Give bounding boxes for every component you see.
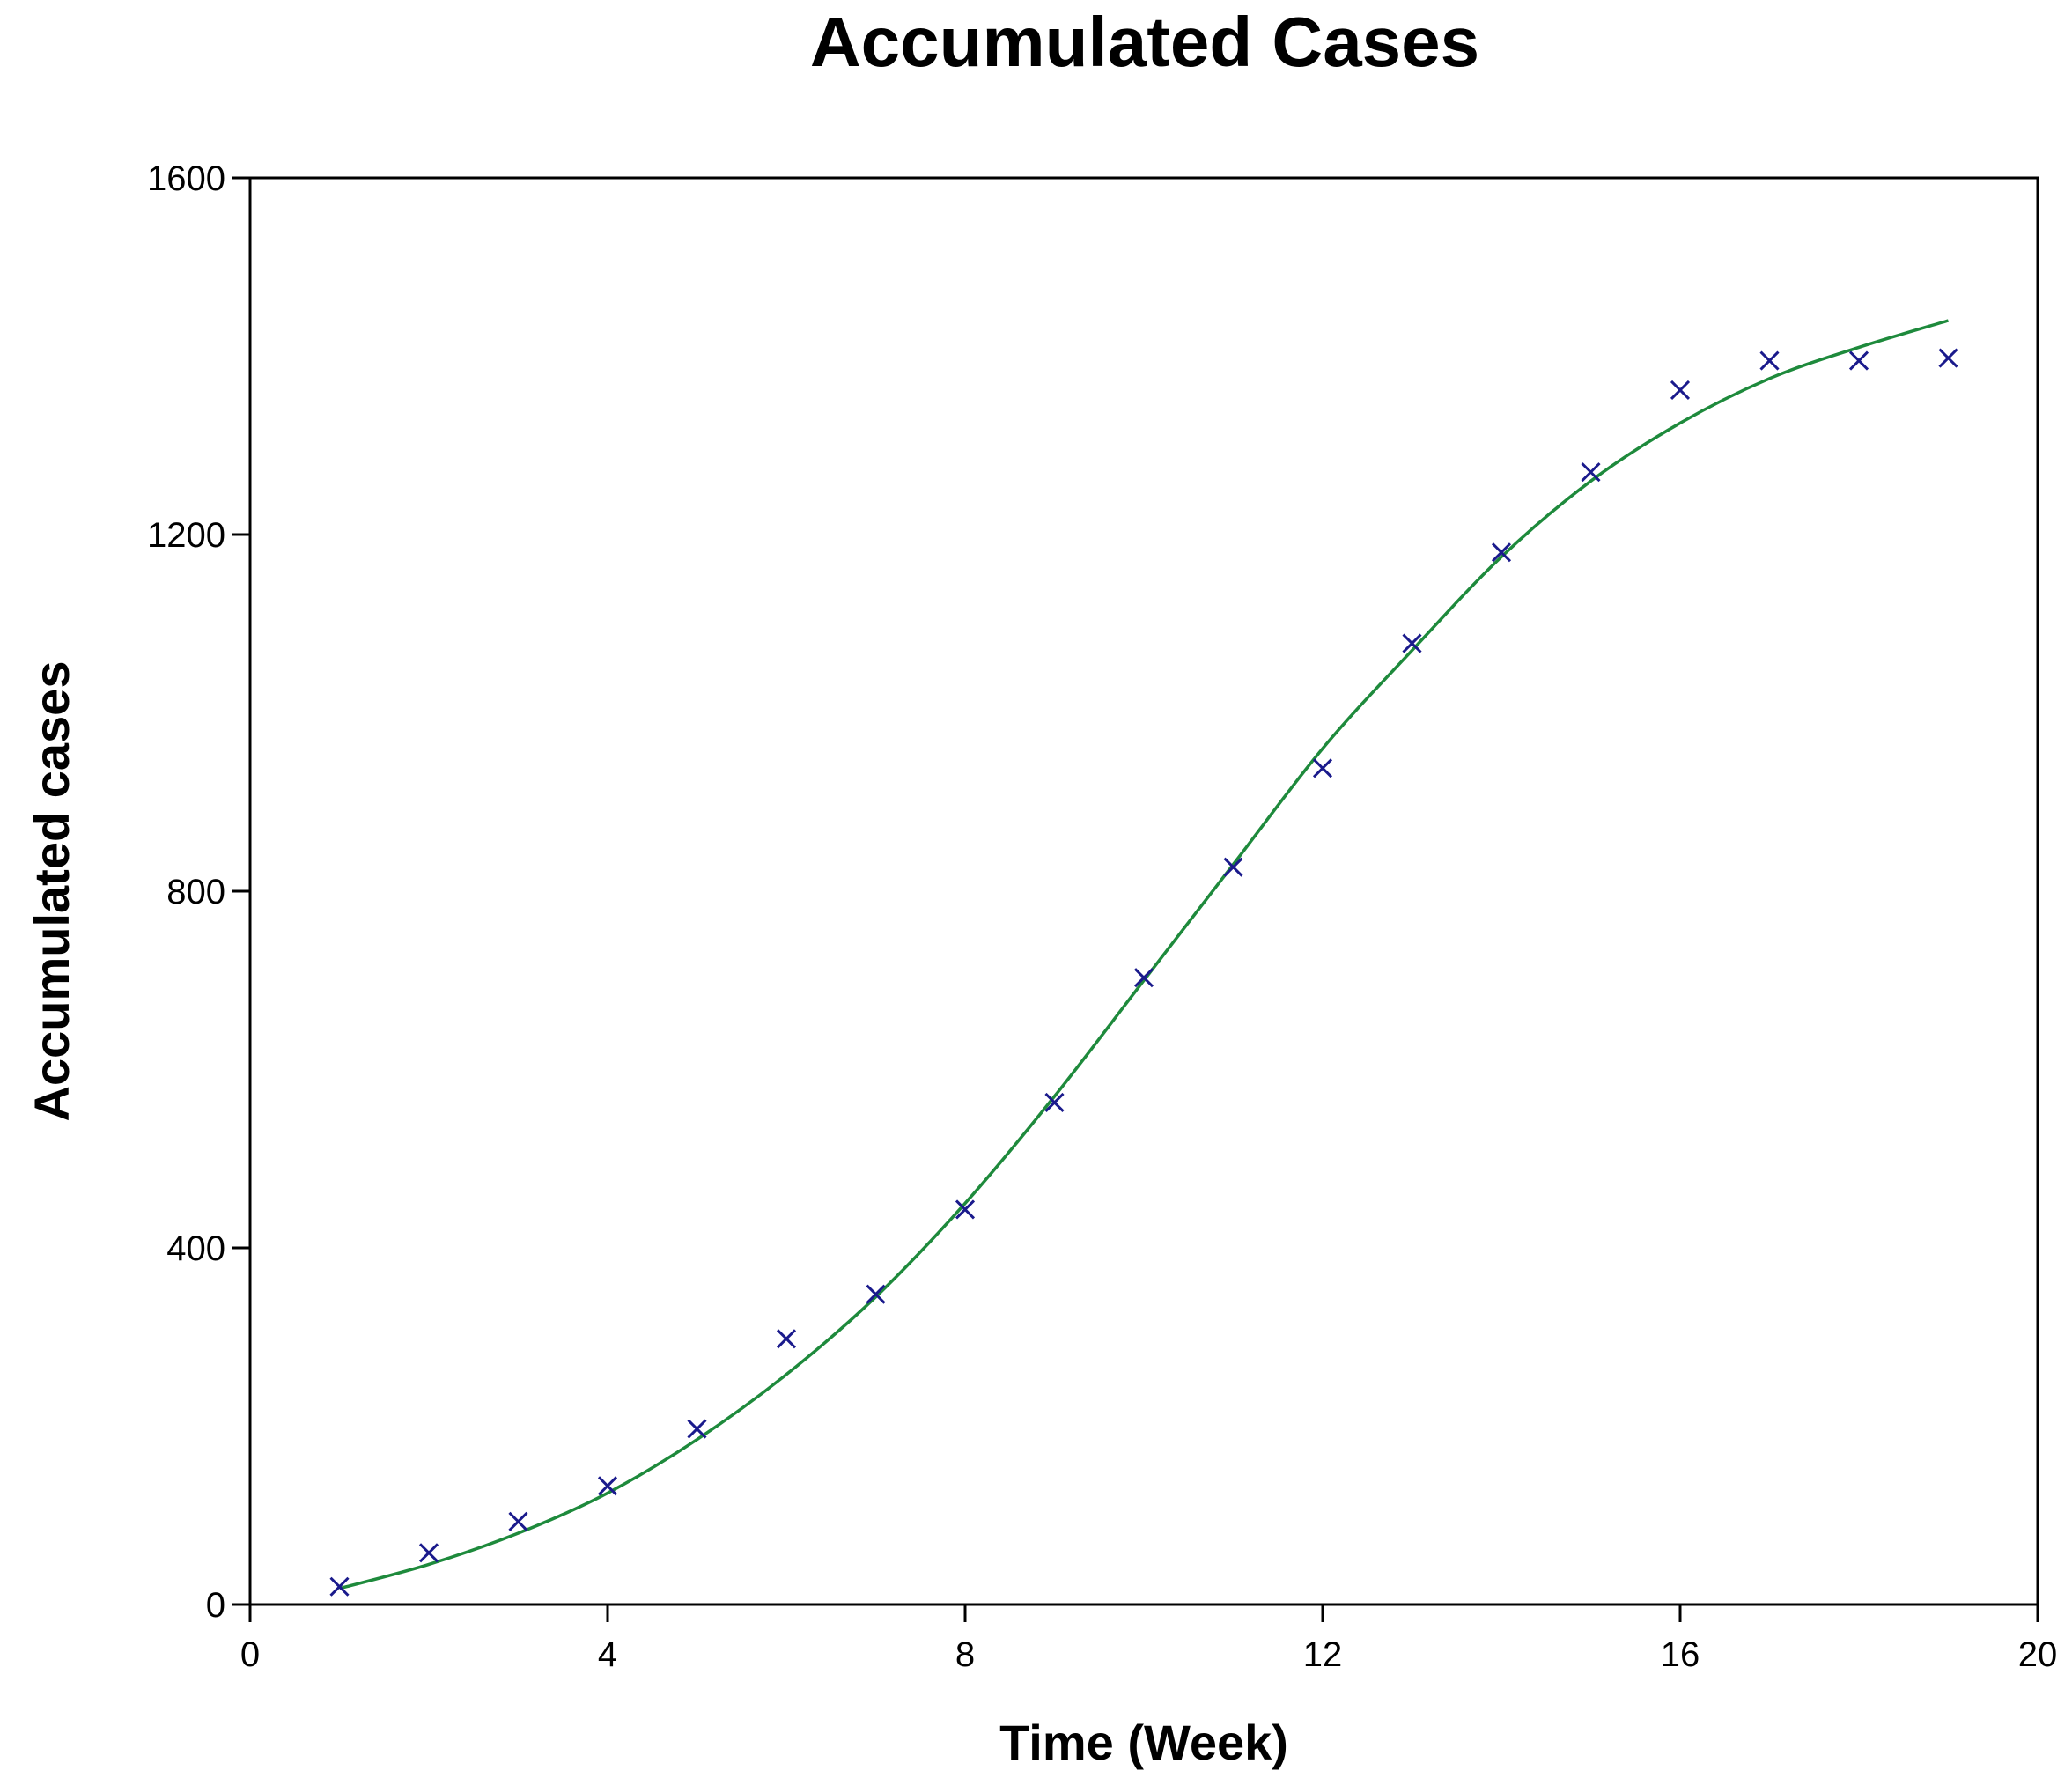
data-point-marker	[1581, 462, 1601, 483]
data-point-marker	[687, 1419, 707, 1439]
data-point-marker	[1044, 1092, 1065, 1113]
y-axis-ticks: 0 400 800 1200 1600	[147, 159, 250, 1625]
data-point-marker	[508, 1511, 528, 1531]
x-tick-label: 0	[240, 1635, 260, 1674]
fitted-curve	[339, 319, 1950, 1590]
data-point-marker	[955, 1199, 976, 1220]
x-tick-label: 4	[598, 1635, 617, 1674]
data-point-marker	[1402, 633, 1422, 653]
y-tick-label: 800	[166, 873, 225, 911]
data-point-marker	[418, 1543, 439, 1563]
data-point-marker	[329, 1576, 350, 1597]
y-tick-label: 400	[166, 1229, 225, 1268]
y-axis-label: Accumulated cases	[24, 661, 79, 1122]
data-point-marker	[1759, 350, 1780, 371]
data-point-marker	[1223, 857, 1243, 877]
y-tick-label: 1600	[147, 159, 225, 198]
y-tick-label: 1200	[147, 516, 225, 555]
x-axis-label: Time (Week)	[999, 1715, 1288, 1770]
data-point-marker	[1938, 348, 1958, 368]
x-tick-label: 8	[955, 1635, 975, 1674]
plot-area	[248, 176, 2039, 1606]
data-point-marker	[1133, 968, 1154, 988]
data-point-marker	[776, 1329, 797, 1349]
data-point-marker	[597, 1476, 618, 1496]
x-tick-label: 12	[1303, 1635, 1343, 1674]
x-tick-label: 20	[2018, 1635, 2058, 1674]
data-point-marker	[1848, 350, 1869, 371]
x-axis-ticks: 0 4 8 12 16 20	[240, 1605, 2057, 1674]
x-tick-label: 16	[1661, 1635, 1700, 1674]
observed-markers	[329, 348, 1958, 1597]
chart-title: Accumulated Cases	[810, 3, 1479, 81]
data-point-marker	[1312, 758, 1333, 778]
data-point-marker	[866, 1284, 886, 1304]
y-tick-label: 0	[206, 1586, 225, 1625]
data-point-marker	[1491, 542, 1512, 563]
data-point-marker	[1670, 380, 1691, 401]
